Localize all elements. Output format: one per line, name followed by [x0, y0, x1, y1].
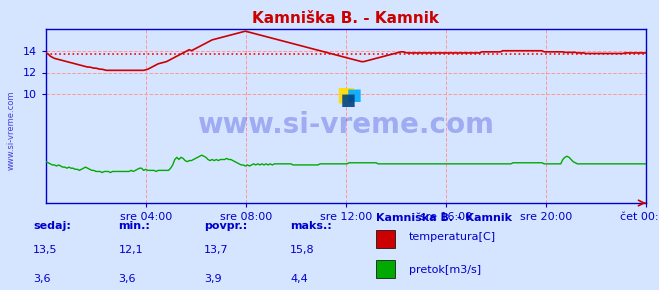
Text: ▪: ▪	[340, 88, 357, 112]
Text: 15,8: 15,8	[290, 245, 314, 255]
FancyBboxPatch shape	[376, 230, 395, 248]
Text: ▪: ▪	[335, 81, 357, 110]
Text: povpr.:: povpr.:	[204, 221, 248, 231]
Text: 4,4: 4,4	[290, 274, 308, 284]
Text: min.:: min.:	[119, 221, 150, 231]
Text: temperatura[C]: temperatura[C]	[409, 232, 496, 242]
Text: pretok[m3/s]: pretok[m3/s]	[409, 265, 480, 275]
Text: ▪: ▪	[345, 83, 362, 107]
Text: 12,1: 12,1	[119, 245, 143, 255]
Text: 13,7: 13,7	[204, 245, 229, 255]
Text: 3,6: 3,6	[119, 274, 136, 284]
Text: www.si-vreme.com: www.si-vreme.com	[198, 111, 494, 139]
Text: maks.:: maks.:	[290, 221, 331, 231]
Text: 3,6: 3,6	[33, 274, 51, 284]
Text: sedaj:: sedaj:	[33, 221, 71, 231]
Text: 3,9: 3,9	[204, 274, 222, 284]
Text: www.si-vreme.com: www.si-vreme.com	[7, 91, 16, 170]
Text: 13,5: 13,5	[33, 245, 57, 255]
FancyBboxPatch shape	[376, 260, 395, 278]
Text: Kamniška B. - Kamnik: Kamniška B. - Kamnik	[376, 213, 511, 223]
Title: Kamniška B. - Kamnik: Kamniška B. - Kamnik	[252, 11, 440, 26]
